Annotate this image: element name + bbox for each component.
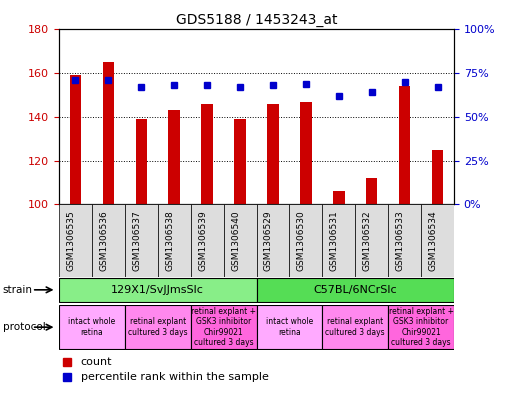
Text: retinal explant +
GSK3 inhibitor
Chir99021
cultured 3 days: retinal explant + GSK3 inhibitor Chir990… [191,307,256,347]
Text: retinal explant +
GSK3 inhibitor
Chir99021
cultured 3 days: retinal explant + GSK3 inhibitor Chir990… [388,307,453,347]
Bar [158,204,191,277]
Text: GSM1306536: GSM1306536 [100,210,108,271]
Bar [256,204,289,277]
Text: 129X1/SvJJmsSlc: 129X1/SvJJmsSlc [111,285,204,295]
Text: GSM1306533: GSM1306533 [396,210,405,271]
Text: percentile rank within the sample: percentile rank within the sample [81,372,269,382]
Bar [333,191,345,204]
Bar [168,110,180,204]
Bar [300,102,311,204]
Bar [432,150,443,204]
Bar [366,178,378,204]
Bar [59,305,125,349]
Bar [92,204,125,277]
Text: C57BL/6NCrSlc: C57BL/6NCrSlc [313,285,397,295]
Bar [191,305,256,349]
Bar [191,204,224,277]
Text: retinal explant
cultured 3 days: retinal explant cultured 3 days [128,318,188,337]
Bar [388,305,454,349]
Text: GSM1306539: GSM1306539 [198,210,207,271]
Text: GSM1306529: GSM1306529 [264,210,273,271]
Bar [322,305,388,349]
Text: GSM1306537: GSM1306537 [132,210,141,271]
Text: GSM1306532: GSM1306532 [363,210,372,271]
Text: intact whole
retina: intact whole retina [68,318,115,337]
Bar [355,204,388,277]
Bar [135,119,147,204]
Text: retinal explant
cultured 3 days: retinal explant cultured 3 days [325,318,385,337]
Bar [103,62,114,204]
Text: count: count [81,356,112,367]
Text: GSM1306530: GSM1306530 [297,210,306,271]
Bar [399,86,410,204]
Bar [267,104,279,204]
Bar [202,104,213,204]
Bar [421,204,454,277]
Text: strain: strain [3,285,32,295]
Bar [224,204,256,277]
Text: GSM1306538: GSM1306538 [165,210,174,271]
Text: GSM1306534: GSM1306534 [428,210,438,271]
Bar [388,204,421,277]
Text: GSM1306531: GSM1306531 [330,210,339,271]
Bar [70,75,81,204]
Text: GSM1306535: GSM1306535 [67,210,75,271]
Bar [125,204,158,277]
Bar [322,204,355,277]
Bar [59,204,92,277]
Title: GDS5188 / 1453243_at: GDS5188 / 1453243_at [176,13,337,27]
Bar [289,204,322,277]
Bar [256,277,454,302]
Text: GSM1306540: GSM1306540 [231,210,240,271]
Bar [234,119,246,204]
Bar [256,305,322,349]
Bar [59,277,256,302]
Text: intact whole
retina: intact whole retina [266,318,313,337]
Bar [125,305,191,349]
Text: protocol: protocol [3,322,45,332]
